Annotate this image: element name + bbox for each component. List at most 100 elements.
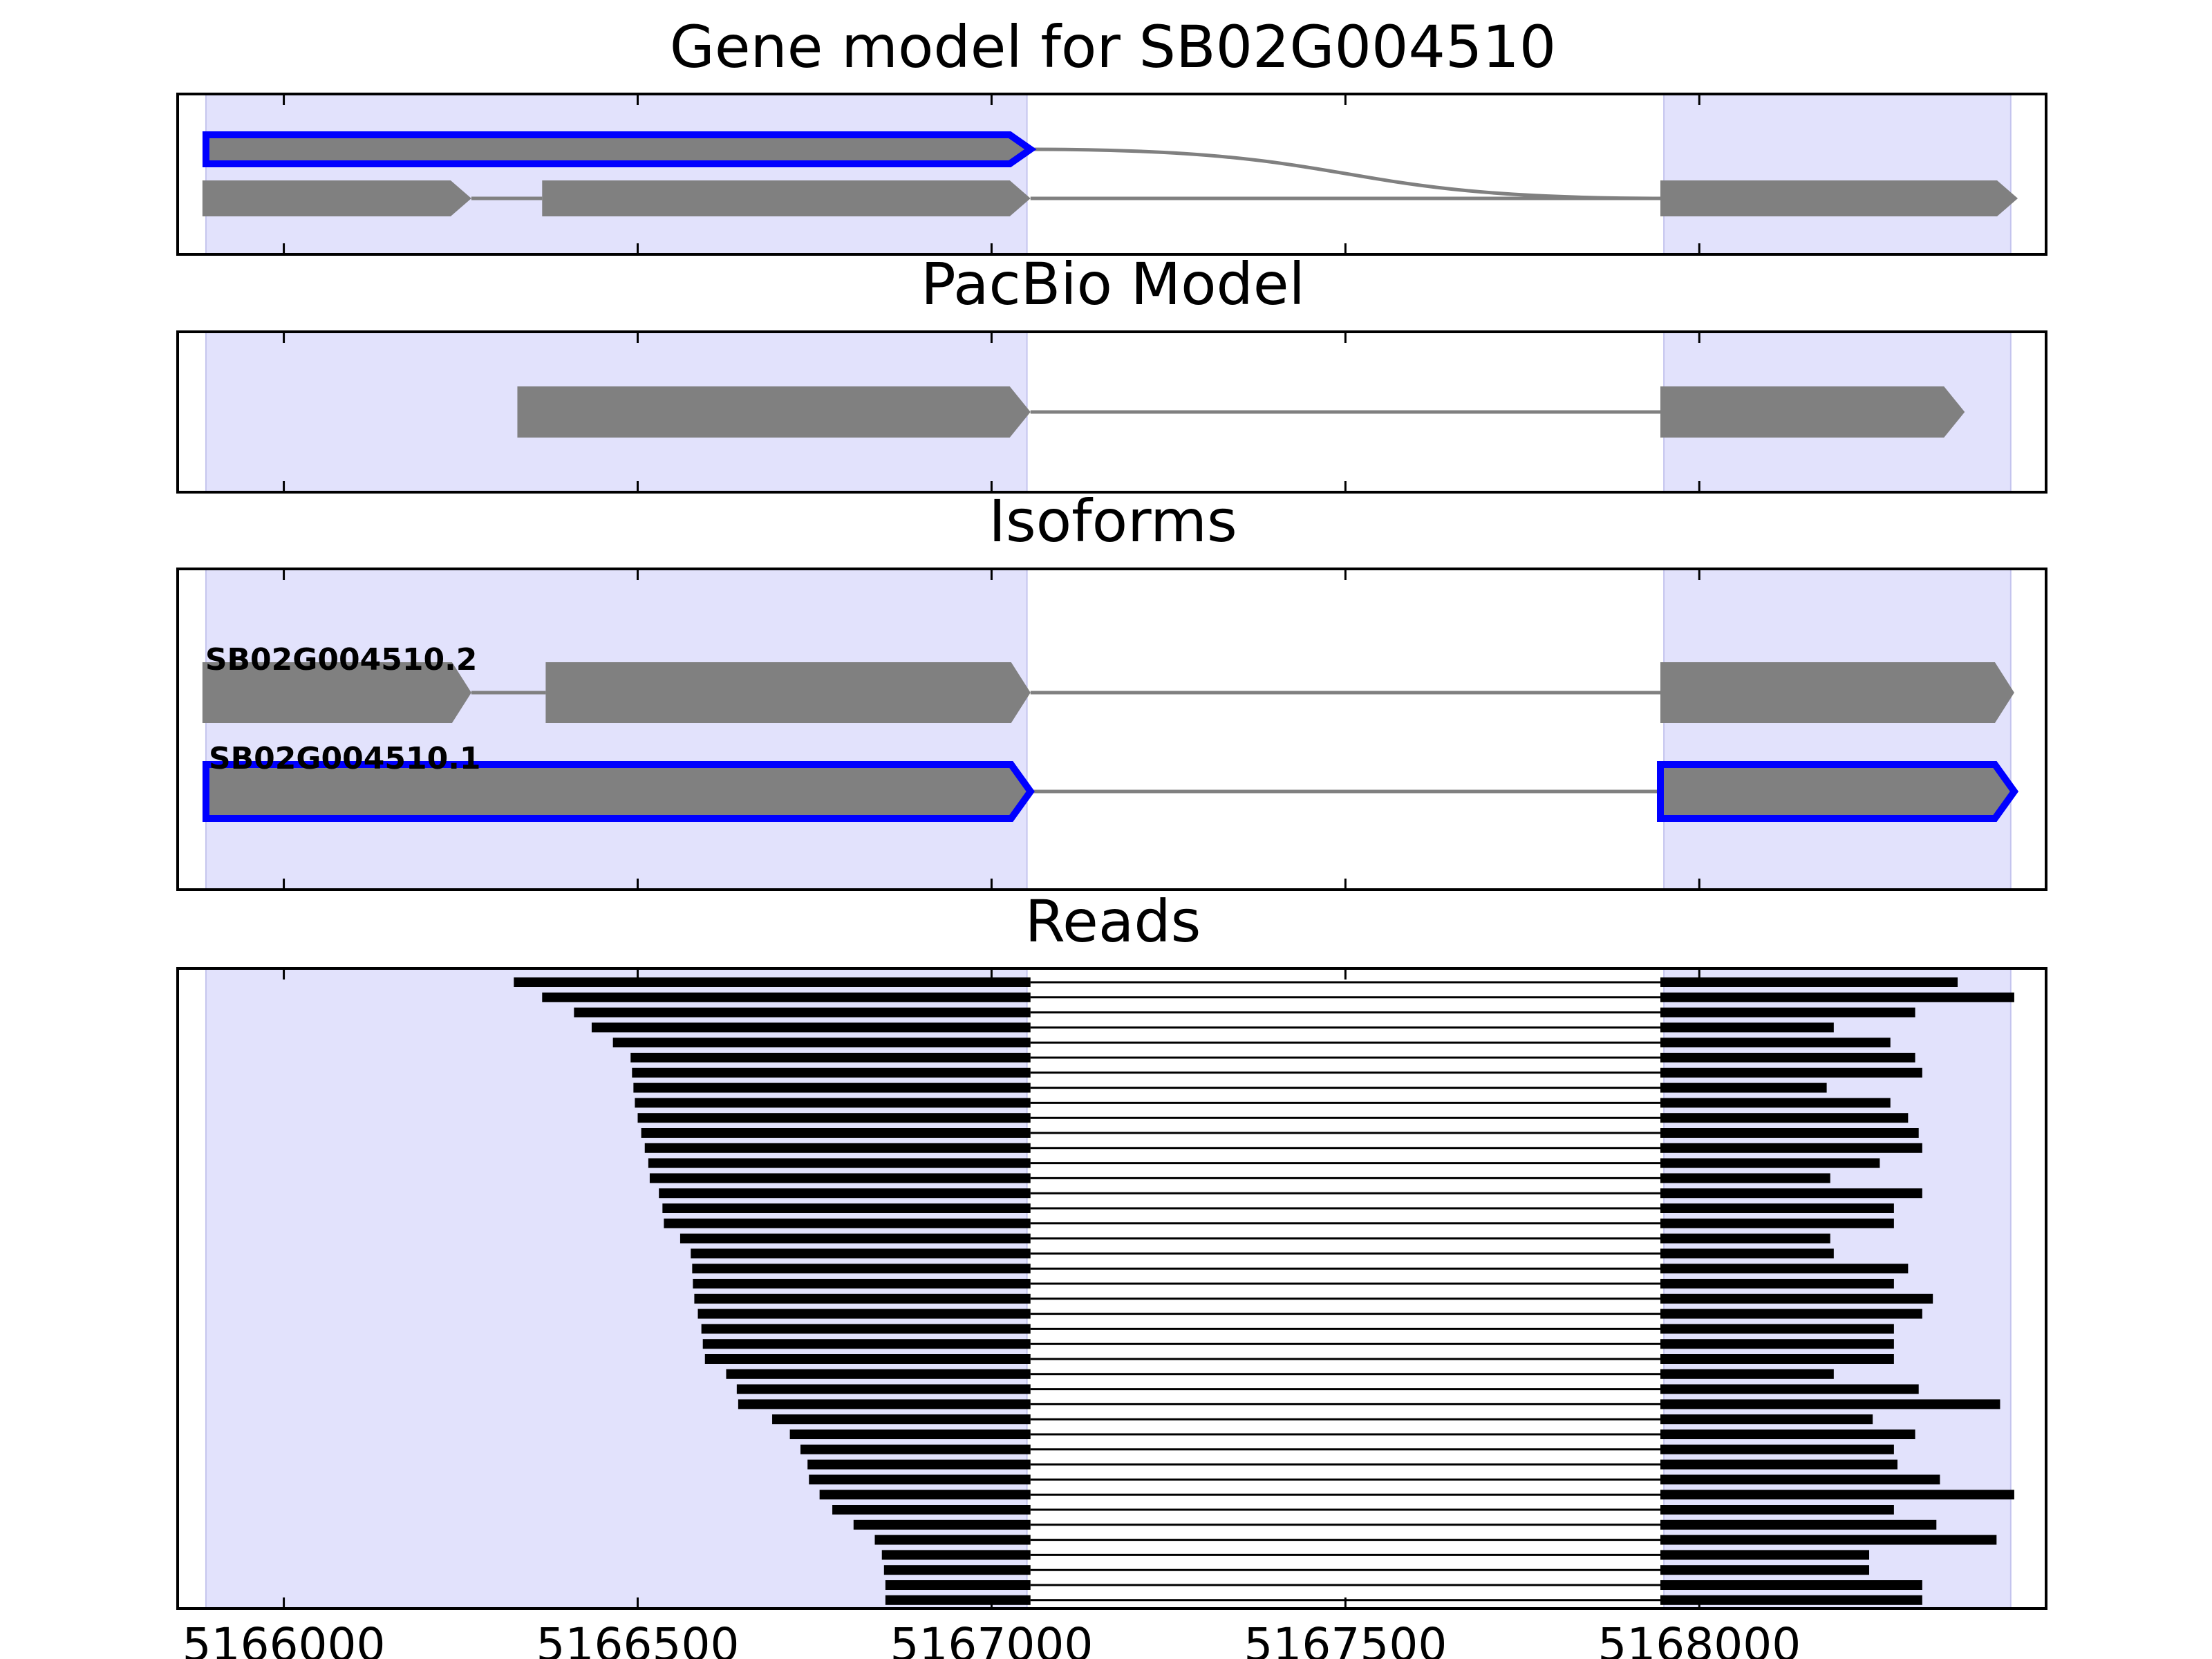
read-block xyxy=(1660,1279,1894,1288)
read-row xyxy=(701,1324,1894,1334)
read-block xyxy=(1660,1309,1922,1319)
pacbio-model-panel xyxy=(176,330,2047,494)
read-row xyxy=(649,1173,1830,1183)
read-block xyxy=(1660,1038,1891,1048)
read-block xyxy=(885,1595,1031,1605)
read-row xyxy=(853,1519,1937,1530)
x-tick-label: 5166000 xyxy=(182,1618,386,1659)
exon xyxy=(202,662,471,723)
read-block xyxy=(1660,1490,2014,1500)
read-row xyxy=(574,1007,1915,1018)
exon xyxy=(545,662,1031,723)
shaded-region xyxy=(205,568,1028,890)
read-block xyxy=(832,1505,1031,1515)
isoform-label: SB02G004510.2 xyxy=(205,642,478,677)
read-block xyxy=(679,1233,1031,1244)
read-block xyxy=(1660,977,1958,987)
read-block xyxy=(807,1459,1031,1470)
reads-title: Reads xyxy=(1025,888,1201,955)
read-row xyxy=(664,1218,1894,1228)
read-block xyxy=(1660,1474,1940,1485)
shaded-region xyxy=(1663,568,2012,890)
read-row xyxy=(691,1248,1834,1259)
read-block xyxy=(542,992,1031,1002)
read-block xyxy=(874,1535,1031,1545)
highlighted-exon xyxy=(1656,761,2019,822)
read-row xyxy=(633,1082,1827,1093)
read-row xyxy=(679,1233,1830,1244)
x-axis: 5166000 5166500 5167000 5167500 5168000 xyxy=(182,1618,1801,1659)
read-block xyxy=(1660,1369,1834,1379)
read-block xyxy=(1660,1519,1937,1530)
read-block xyxy=(885,1580,1031,1590)
read-block xyxy=(1660,1399,2000,1409)
read-block xyxy=(1660,1459,1897,1470)
read-block xyxy=(1660,1173,1830,1183)
read-block xyxy=(694,1293,1031,1304)
read-row xyxy=(819,1490,2014,1500)
panel-frame xyxy=(176,967,2047,1610)
x-tick-label: 5167500 xyxy=(1244,1618,1447,1659)
read-row xyxy=(694,1293,1933,1304)
x-tick-label: 5166500 xyxy=(536,1618,740,1659)
read-row xyxy=(704,1354,1894,1364)
read-row xyxy=(874,1535,1997,1545)
read-block xyxy=(1660,1565,1870,1575)
x-tick-label: 5168000 xyxy=(1597,1618,1801,1659)
read-block xyxy=(692,1264,1031,1274)
read-block xyxy=(881,1550,1031,1560)
read-block xyxy=(1660,1505,1894,1515)
read-block xyxy=(635,1098,1031,1108)
read-block xyxy=(1660,1293,1933,1304)
read-block xyxy=(1660,1535,1997,1545)
reads-panel xyxy=(176,967,2047,1610)
read-row xyxy=(726,1369,1834,1379)
read-row xyxy=(885,1580,1922,1590)
read-block xyxy=(789,1430,1031,1439)
read-row xyxy=(809,1474,1940,1485)
read-block xyxy=(649,1173,1031,1183)
read-block xyxy=(693,1279,1031,1288)
read-block xyxy=(1660,1324,1894,1334)
read-row xyxy=(641,1128,1919,1138)
read-block xyxy=(1660,1218,1894,1228)
read-row xyxy=(630,1053,1915,1062)
isoforms-title: Isoforms xyxy=(988,487,1237,555)
read-row xyxy=(807,1459,1897,1470)
read-block xyxy=(809,1474,1031,1485)
read-block xyxy=(772,1414,1031,1425)
read-block xyxy=(1660,1354,1894,1364)
highlighted-exon xyxy=(202,761,1035,822)
gene-model-title: Gene model for SB02G004510 xyxy=(670,13,1556,81)
read-row xyxy=(832,1505,1894,1515)
read-block xyxy=(659,1188,1031,1199)
read-block xyxy=(1660,1098,1891,1108)
isoform-label: SB02G004510.1 xyxy=(209,741,481,776)
read-row xyxy=(542,992,2014,1002)
read-block xyxy=(641,1128,1031,1138)
read-block xyxy=(736,1384,1031,1394)
read-block xyxy=(819,1490,1031,1500)
read-block xyxy=(1660,1082,1827,1093)
exon xyxy=(1660,386,1965,438)
read-block xyxy=(738,1399,1031,1409)
read-row xyxy=(693,1279,1894,1288)
read-block xyxy=(633,1082,1031,1093)
read-block xyxy=(1660,1595,1922,1605)
read-block xyxy=(644,1143,1031,1153)
read-block xyxy=(883,1565,1031,1575)
x-tick-label: 5167000 xyxy=(890,1618,1093,1659)
read-block xyxy=(1660,1430,1915,1439)
read-row xyxy=(738,1399,2000,1409)
read-row xyxy=(637,1113,1909,1123)
read-block xyxy=(800,1444,1031,1454)
read-block xyxy=(697,1309,1031,1319)
read-block xyxy=(1660,1158,1880,1168)
read-block xyxy=(1660,992,2014,1002)
read-block xyxy=(612,1038,1031,1048)
highlighted-exon xyxy=(202,131,1037,167)
read-block xyxy=(1660,1339,1894,1349)
read-block xyxy=(1660,1053,1915,1062)
gene-model-panel xyxy=(176,93,2047,256)
